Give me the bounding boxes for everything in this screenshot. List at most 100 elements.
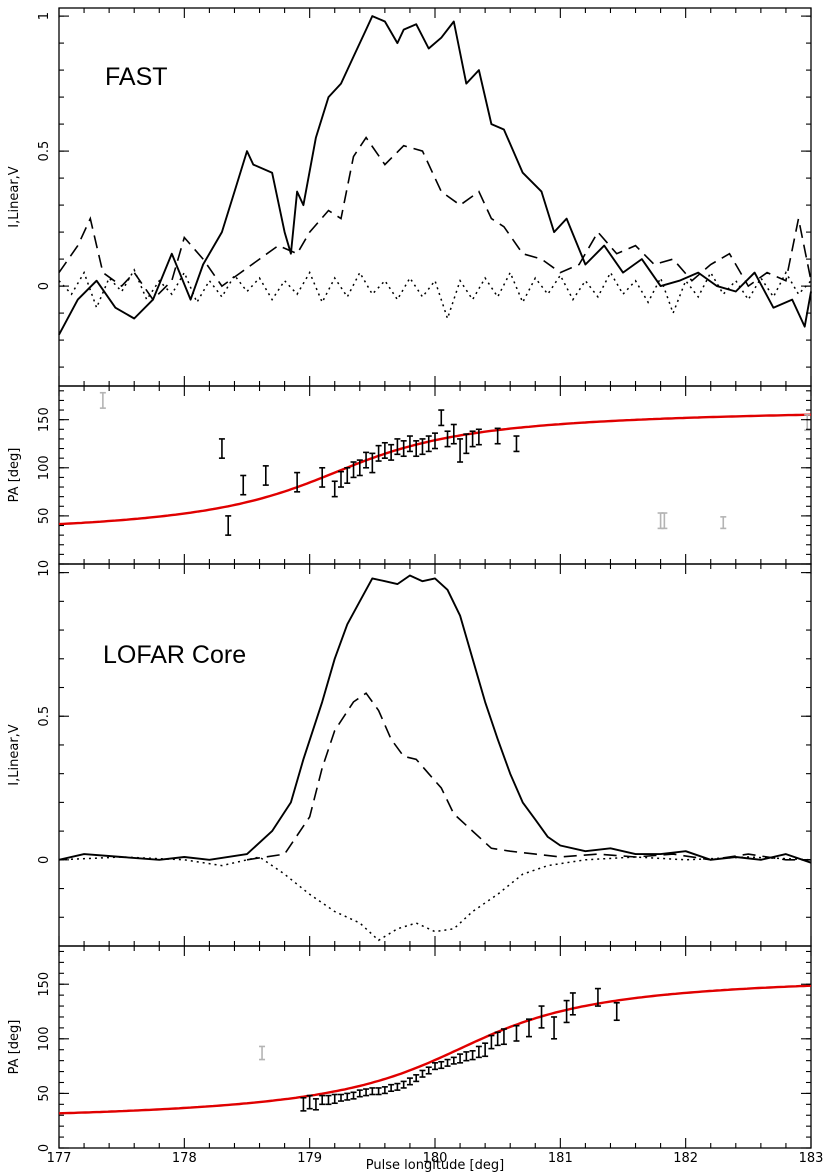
lofar-pa-errorbar-point (551, 1016, 558, 1040)
lofar-pa-ylabel: PA [deg] (7, 1020, 22, 1075)
lofar-pa-errorbar-point (413, 1074, 420, 1083)
fast-pa-errorbar-point (513, 435, 520, 453)
lofar-pa-errorbar-point (469, 1050, 476, 1061)
fast-pa-errorbar-point (356, 459, 363, 477)
lofar-pa-errorbar-point (338, 1093, 344, 1102)
lofar-pa-errorbar-point (369, 1087, 376, 1096)
fast-pa-errorbar-point (419, 438, 426, 456)
lofar-pa-errorbar-point (538, 1005, 545, 1029)
lofar-profile-curves (58, 574, 812, 942)
lofar-pa-errorbar-point (432, 1062, 438, 1071)
fast-pa-errorbar-point (720, 516, 727, 530)
fast-pa-ytick-label: 50 (37, 508, 52, 525)
fast-pa-errorbar-point (369, 452, 376, 474)
fast-pa-errorbar-point (657, 512, 664, 530)
lofar-pa-marks (58, 984, 812, 1115)
xtick-label: 183 (799, 1151, 824, 1166)
lofar-pa-errorbar-point (300, 1096, 307, 1112)
fast-pa-errorbar-point (463, 433, 470, 455)
fast-pa-rvm-fit-curve (58, 413, 812, 526)
fast-pa-panel: 0 50 100 150 PA [deg] (7, 385, 812, 568)
lofar-pa-errorbar-point (444, 1058, 451, 1067)
fast-profile-series-linear (58, 136, 812, 301)
lofar-pa-errorbar-point (375, 1087, 382, 1096)
fast-pa-ytick-label: 0 (37, 560, 52, 568)
lofar-pa-errorbar-point (513, 1024, 520, 1042)
lofar-pa-errorbar-point (331, 1093, 338, 1105)
xtick-label: 177 (47, 1151, 72, 1166)
lofar-profile-frame (58, 563, 812, 947)
lofar-pa-errorbar-point (381, 1086, 388, 1095)
fast-pa-frame (58, 385, 812, 565)
lofar-pa-errorbar-point (419, 1069, 426, 1078)
lofar-pa-errorbar-point (363, 1088, 370, 1097)
fast-profile-y-axis: 00.51 (37, 8, 812, 386)
lofar-pa-errorbar-point (569, 992, 576, 1016)
fast-pa-ylabel: PA [deg] (7, 448, 22, 503)
fast-pa-errorbar-point (494, 427, 501, 445)
fast-pa-errorbar-point (432, 432, 438, 450)
fast-profile-ytick-label: 0 (37, 282, 52, 290)
fast-pa-errorbar-point (394, 438, 401, 456)
lofar-pa-errorbar-point (475, 1045, 482, 1059)
lofar-profile-series-v (58, 856, 812, 942)
fast-profile-ytick-label: 1 (37, 12, 52, 20)
lofar-pa-y-axis: 0 50 100 150 (37, 946, 812, 1152)
lofar-pa-errorbar-point (344, 1092, 351, 1101)
fast-pa-errorbar-point (444, 430, 451, 448)
fast-profile-ytick-label: 0.5 (37, 141, 52, 162)
lofar-pa-errorbar-point (388, 1083, 395, 1093)
lofar-pa-panel: 0 50 100 150 177 178 179 180 181 182 183 PA [deg]… (7, 945, 824, 1173)
lofar-profile-series-linear (246, 692, 811, 861)
fast-pa-y-axis: 0 50 100 150 (37, 386, 812, 568)
lofar-pa-rvm-fit-curve (58, 984, 812, 1115)
lofar-pa-errorbar-point (457, 1053, 464, 1064)
lofar-pa-errorbar-point (488, 1034, 495, 1050)
fast-pa-errorbar-point (375, 444, 382, 462)
lofar-pa-errorbar-point (526, 1018, 532, 1038)
fast-panel-title: FAST (105, 63, 168, 91)
lofar-pa-frame (58, 945, 812, 1149)
lofar-pa-errorbar-point (319, 1094, 326, 1106)
fast-pa-errorbar-point (319, 466, 326, 488)
fast-pa-errorbar-point (344, 466, 351, 484)
fast-pa-ytick-label: 100 (37, 455, 52, 480)
lofar-pa-errorbar-point (350, 1091, 357, 1100)
lofar-pa-errorbar-point (463, 1051, 470, 1062)
fast-profile-panel: FAST 00.51 I,Linear,V (7, 7, 812, 387)
lofar-pa-errorbar-point (312, 1098, 319, 1111)
fast-pa-errorbar-point (262, 465, 269, 486)
lofar-pa-errorbar-point (450, 1056, 457, 1065)
lofar-pa-errorbar-point (494, 1031, 501, 1047)
fast-pa-errorbar-point (661, 512, 668, 530)
fast-profile-series-i (58, 15, 812, 336)
lofar-profile-series-i (58, 574, 812, 864)
lofar-pa-ytick-label: 150 (37, 972, 52, 997)
lofar-pa-errorbar-point (394, 1082, 401, 1091)
lofar-profile-ytick-label: 0.5 (37, 706, 52, 727)
pulse-longitude-x-axis: 177 178 179 180 181 182 183 (47, 1151, 824, 1166)
fast-profile-curves (58, 15, 812, 336)
fast-pa-errorbar-point (381, 441, 388, 459)
fast-pa-errorbar-point (240, 474, 247, 496)
lofar-pa-ytick-label: 100 (37, 1026, 52, 1051)
lofar-pa-errorbar-point (325, 1094, 332, 1106)
fast-pa-errorbar-point (338, 470, 344, 488)
lofar-pa-ytick-label: 50 (37, 1085, 52, 1102)
fast-pa-errorbar-point (99, 391, 106, 409)
lofar-profile-ylabel: I,Linear,V (7, 724, 22, 786)
fast-profile-frame (58, 7, 812, 387)
xtick-label: 182 (673, 1151, 698, 1166)
fast-profile-series-v (58, 268, 812, 321)
fast-pa-errorbar-point (425, 435, 432, 453)
lofar-pa-errorbar-point (482, 1042, 489, 1058)
lofar-pa-errorbar-point (563, 999, 570, 1024)
lofar-pa-errorbar-point (400, 1080, 407, 1089)
fast-profile-ylabel: I,Linear,V (7, 166, 22, 228)
xtick-label: 179 (297, 1151, 322, 1166)
fast-pa-errorbar-point (450, 423, 457, 445)
fast-pa-errorbar-point (331, 480, 338, 498)
lofar-pa-errorbar-point (356, 1089, 363, 1098)
fast-pa-errorbar-point (438, 409, 445, 427)
